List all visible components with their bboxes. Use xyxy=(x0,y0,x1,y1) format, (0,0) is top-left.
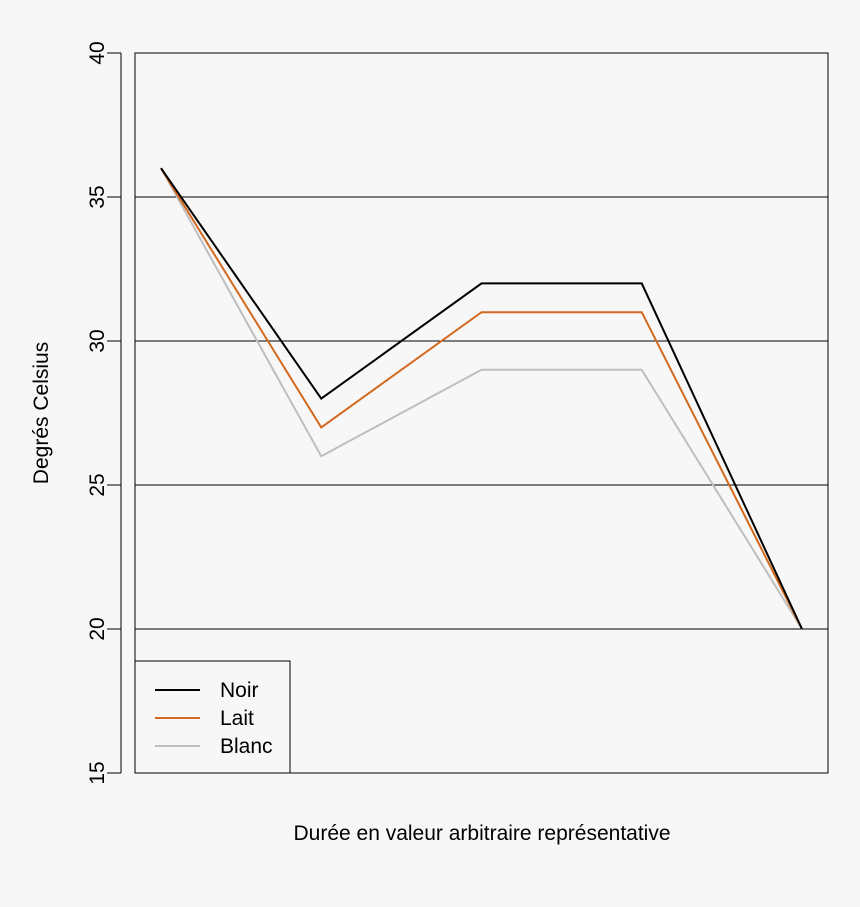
y-axis-label: Degrés Celsius xyxy=(30,342,53,484)
series-line-noir xyxy=(160,167,803,630)
legend-label-noir: Noir xyxy=(220,679,259,702)
legend-label-lait: Lait xyxy=(220,707,254,730)
y-tick-label: 15 xyxy=(86,761,109,784)
series-lines xyxy=(160,167,803,630)
legend: Noir Lait Blanc xyxy=(134,660,291,774)
series-line-blanc xyxy=(160,167,803,630)
y-tick-label: 20 xyxy=(86,617,109,640)
gridlines xyxy=(135,196,828,630)
x-axis-label: Durée en valeur arbitraire représentativ… xyxy=(293,822,670,845)
legend-label-blanc: Blanc xyxy=(220,735,273,758)
y-tick-label: 35 xyxy=(86,185,109,208)
y-tick-label: 25 xyxy=(86,473,109,496)
series-line-lait xyxy=(160,167,803,630)
y-tick-label: 30 xyxy=(86,329,109,352)
y-axis: 15 20 25 30 35 40 xyxy=(86,41,122,785)
legend-box xyxy=(134,660,291,774)
plot-frame xyxy=(134,52,829,774)
y-tick-label: 40 xyxy=(86,41,109,64)
